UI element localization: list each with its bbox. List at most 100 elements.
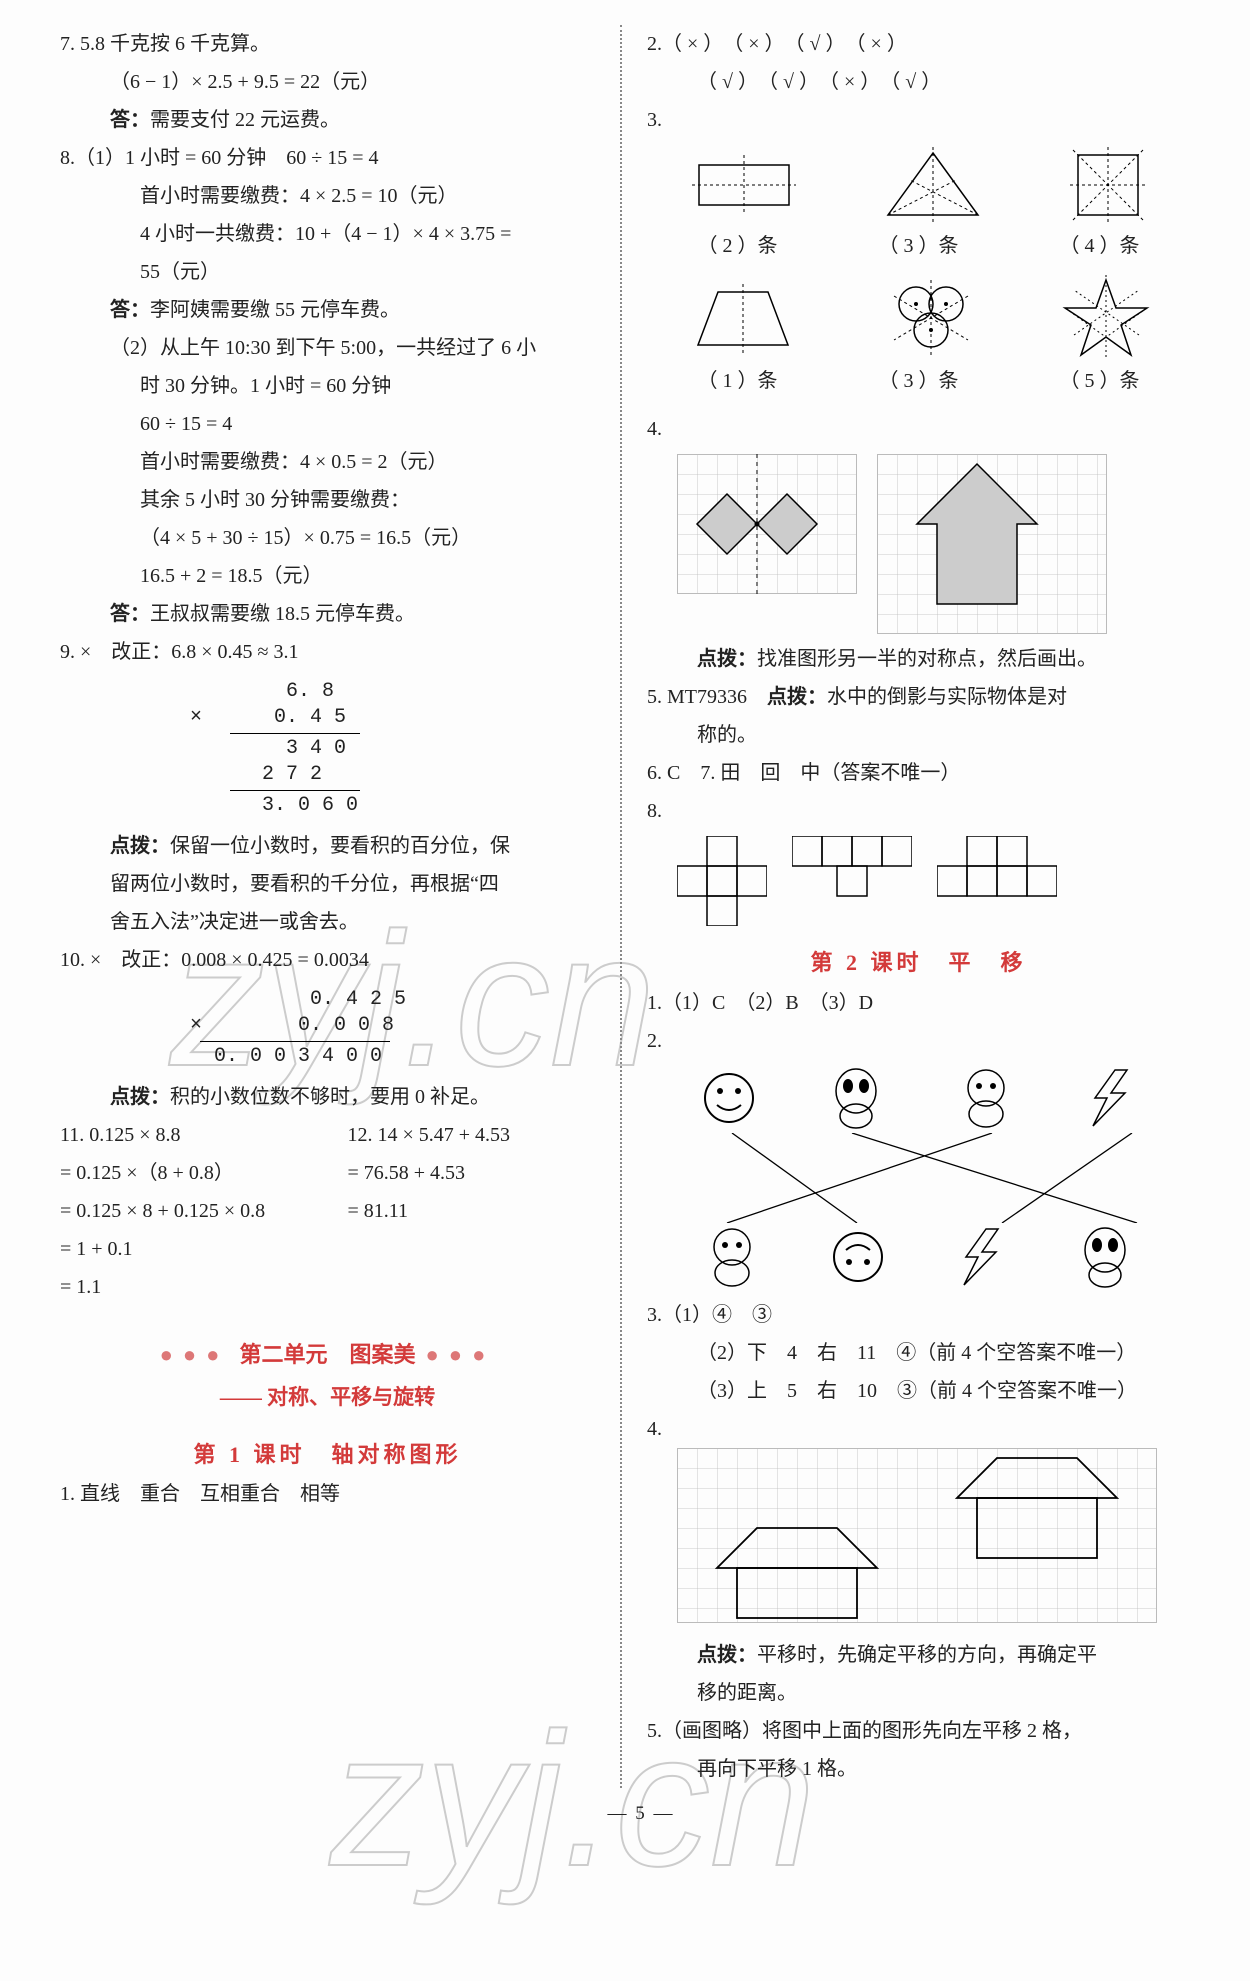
tip-label: 点拨：	[697, 648, 757, 670]
lesson1-title: 第 1 课时 轴对称图形	[60, 1434, 595, 1476]
mascot-icon	[1075, 1225, 1135, 1290]
l2-q4-figure	[677, 1448, 1190, 1636]
l2-q4-tip: 点拨：平移时，先确定平移的方向，再确定平	[647, 1636, 1190, 1674]
tip-label: 点拨：	[697, 1644, 757, 1666]
q11-head: 11. 0.125 × 8.8	[60, 1116, 308, 1154]
grid-house-icon	[677, 1448, 1157, 1623]
q3-shapes-row1	[647, 145, 1190, 225]
q8-1-line3: 4 小时一共缴费：10 +（4 − 1）× 4 × 3.75 =	[60, 215, 595, 253]
l2-q5-l2: 再向下平移 1 格。	[647, 1750, 1190, 1788]
caption: （ 2 ）条	[698, 227, 778, 265]
l2-q5-l1: 5.（画图略）将图中上面的图形先向左平移 2 格，	[647, 1712, 1190, 1750]
dots-icon: ●●●	[160, 1334, 230, 1376]
q4-head: 4.	[647, 410, 1190, 448]
trapezoid-icon	[683, 280, 803, 355]
q2-row2: （ √ ） （ √ ） （ × ） （ √ ）	[647, 63, 1190, 101]
q8-1-answer: 答：李阿姨需要缴 55 元停车费。	[60, 291, 595, 329]
caption: （ 4 ）条	[1060, 227, 1140, 265]
l2-q3-l3: （3）上 5 右 10 ③（前 4 个空答案不唯一）	[647, 1372, 1190, 1410]
q12: 12. 14 × 5.47 + 4.53 = 76.58 + 4.53 = 81…	[348, 1116, 596, 1306]
right-column: 2.（ × ） （ × ） （ √ ） （ × ） （ √ ） （ √ ） （ …	[620, 25, 1190, 1788]
q11-step: = 0.125 × 8 + 0.125 × 0.8	[60, 1192, 308, 1230]
left-column: 7. 5.8 千克按 6 千克算。 （6 − 1）× 2.5 + 9.5 = 2…	[60, 25, 620, 1788]
page-num-text: 5	[631, 1796, 649, 1832]
three-circles-icon	[876, 278, 986, 358]
answer-label: 答：	[110, 109, 150, 131]
l2-q1: 1.（1）C （2）B （3）D	[647, 984, 1190, 1022]
q10-line1: 10. × 改正：0.008 × 0.425 = 0.0034	[60, 941, 595, 979]
q5-line2: 称的。	[647, 716, 1190, 754]
q8-2-line6: （4 × 5 + 30 ÷ 15）× 0.75 = 16.5（元）	[60, 519, 595, 557]
l2-q3-l2: （2）下 4 右 11 ④（前 4 个空答案不唯一）	[647, 1334, 1190, 1372]
tip-text: 水中的倒影与实际物体是对	[827, 686, 1067, 708]
triangle-icon	[878, 145, 988, 225]
mul-row: 2 7 2	[190, 763, 346, 786]
mascot-icon	[702, 1225, 762, 1290]
caption: （ 5 ）条	[1060, 362, 1140, 400]
q3-shapes-row2	[647, 275, 1190, 360]
q8-2-line4: 首小时需要缴费：4 × 0.5 = 2（元）	[60, 443, 595, 481]
tetromino-icon	[792, 836, 912, 926]
answer-label: 答：	[110, 603, 150, 625]
l2-q2-icons-bottom	[647, 1225, 1190, 1290]
q8-1-line4: 55（元）	[60, 253, 595, 291]
unit2-subtitle: —— 对称、平移与旋转	[60, 1378, 595, 1418]
caption: （ 3 ）条	[879, 362, 959, 400]
mul-row: 3 4 0	[190, 737, 346, 760]
q10-tip: 点拨：积的小数位数不够时，要用 0 补足。	[60, 1078, 595, 1116]
q2-row1: 2.（ × ） （ × ） （ √ ） （ × ）	[647, 25, 1190, 63]
answer-text: 需要支付 22 元运费。	[150, 109, 340, 131]
unit2-title: ●●● 第二单元 图案美 ●●●	[60, 1334, 595, 1376]
mul-row: 3. 0 6 0	[190, 794, 358, 817]
q-num: 11.	[60, 1124, 84, 1146]
l2-q2-head: 2.	[647, 1022, 1190, 1060]
q8-head: 8.	[647, 792, 1190, 830]
caption: （ 1 ）条	[698, 362, 778, 400]
q8-2-answer: 答：王叔叔需要缴 18.5 元停车费。	[60, 595, 595, 633]
tip-label: 点拨：	[767, 686, 827, 708]
q12-head: 12. 14 × 5.47 + 4.53	[348, 1116, 596, 1154]
q9-tip-cont: 舍五入法”决定进一或舍去。	[60, 903, 595, 941]
q11-q12-row: 11. 0.125 × 8.8 = 0.125 ×（8 + 0.8） = 0.1…	[60, 1116, 595, 1306]
tetromino-icon	[677, 836, 767, 926]
l2-q4-tip2: 移的距离。	[647, 1674, 1190, 1712]
q7-line2: （6 − 1）× 2.5 + 9.5 = 22（元）	[60, 63, 595, 101]
q8-1-line1: 8.（1）1 小时 = 60 分钟 60 ÷ 15 = 4	[60, 139, 595, 177]
q9-line1: 9. × 改正：6.8 × 0.45 ≈ 3.1	[60, 633, 595, 671]
mul-row: 0. 4 2 5	[190, 988, 406, 1011]
tip-text: 保留一位小数时，要看积的百分位，保	[170, 835, 510, 857]
q7-answer: 答：需要支付 22 元运费。	[60, 101, 595, 139]
q12-step: = 76.58 + 4.53	[348, 1154, 596, 1192]
match-lines	[662, 1133, 1175, 1223]
unit-title-text: 第二单元 图案美	[239, 1334, 415, 1376]
lightning-icon	[1085, 1068, 1135, 1128]
lesson1-q1: 1. 直线 重合 互相重合 相等	[60, 1475, 595, 1513]
q4-figures	[677, 454, 1190, 634]
q8-2-line5: 其余 5 小时 30 分钟需要缴费：	[60, 481, 595, 519]
tetromino-icon	[937, 836, 1057, 926]
l2-q4-head: 4.	[647, 1410, 1190, 1448]
q8-2-line7: 16.5 + 2 = 18.5（元）	[60, 557, 595, 595]
answer-text: 李阿姨需要缴 55 元停车费。	[150, 299, 400, 321]
tip-label: 点拨：	[110, 1086, 170, 1108]
q12-step: = 81.11	[348, 1192, 596, 1230]
l2-q3-l1: 3.（1）④ ③	[647, 1296, 1190, 1334]
q8-2-line2: 时 30 分钟。1 小时 = 60 分钟	[60, 367, 595, 405]
tip-text: 积的小数位数不够时，要用 0 补足。	[170, 1086, 490, 1108]
lightning-icon	[956, 1227, 1006, 1287]
mul-row: × 0. 0 0 8	[190, 1014, 394, 1037]
tip-text: 平移时，先确定平移的方向，再确定平	[757, 1644, 1097, 1666]
q9-tip-cont: 留两位小数时，要看积的千分位，再根据“四	[60, 865, 595, 903]
q4-tip: 点拨：找准图形另一半的对称点，然后画出。	[647, 640, 1190, 678]
answer-text: 王叔叔需要缴 18.5 元停车费。	[150, 603, 415, 625]
tip-label: 点拨：	[110, 835, 170, 857]
rectangle-icon	[684, 150, 804, 220]
q8-1-line2: 首小时需要缴费：4 × 2.5 = 10（元）	[60, 177, 595, 215]
mul-row: 6. 8	[190, 680, 334, 703]
q5-line: 5. MT79336 点拨：水中的倒影与实际物体是对	[647, 678, 1190, 716]
q3-caps-row1: （ 2 ）条 （ 3 ）条 （ 4 ）条	[647, 227, 1190, 265]
q7-line1: 7. 5.8 千克按 6 千克算。	[60, 25, 595, 63]
grid-diamond-icon	[677, 454, 857, 594]
q11-step: = 0.125 ×（8 + 0.8）	[60, 1154, 308, 1192]
q11-step: = 1.1	[60, 1268, 308, 1306]
